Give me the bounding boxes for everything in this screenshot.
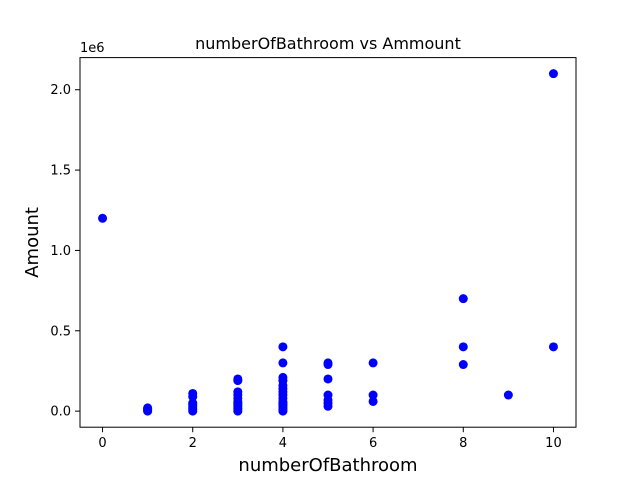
chart-title: numberOfBathroom vs Ammount: [195, 34, 461, 53]
y-axis-label: Amount: [22, 207, 43, 278]
x-axis-label: numberOfBathroom: [238, 455, 417, 476]
x-axis-ticks: 0 2 4 6 8 10: [98, 427, 562, 451]
y-tick-label: 0.5: [50, 324, 71, 339]
plot-frame: [79, 57, 577, 428]
x-tick-label: 0: [98, 436, 106, 451]
scatter-point: [503, 390, 513, 400]
x-tick-label: 8: [459, 436, 467, 451]
scatter-point: [368, 358, 378, 368]
x-tick-label: 10: [545, 436, 562, 451]
scatter-point: [548, 342, 558, 352]
scatter-point: [368, 390, 378, 400]
scatter-point: [458, 342, 468, 352]
scatter-point: [98, 213, 108, 223]
scatter-point: [233, 374, 243, 384]
scatter-point: [548, 69, 558, 79]
scatter-point: [278, 372, 288, 382]
scatter-point: [458, 294, 468, 304]
scatter-point: [278, 358, 288, 368]
y-tick-label: 2.0: [50, 83, 71, 98]
y-axis-offset-label: 1e6: [80, 41, 105, 56]
scatter-point: [458, 360, 468, 370]
y-axis-ticks: 0.0 0.5 1.0 1.5 2.0: [50, 83, 80, 420]
scatter-point: [233, 387, 243, 397]
y-tick-label: 0.0: [50, 405, 71, 420]
scatter-point: [143, 403, 153, 413]
scatter-point: [188, 398, 198, 408]
scatter-point: [188, 388, 198, 398]
x-tick-label: 4: [279, 436, 287, 451]
scatter-point: [278, 342, 288, 352]
y-tick-label: 1.0: [50, 244, 71, 259]
x-tick-label: 2: [189, 436, 197, 451]
scatter-point: [323, 390, 333, 400]
data-points: [98, 69, 558, 416]
scatter-point: [323, 358, 333, 368]
x-tick-label: 6: [369, 436, 377, 451]
y-tick-label: 1.5: [50, 164, 71, 179]
scatter-point: [323, 374, 333, 384]
scatter-point: [368, 396, 378, 406]
